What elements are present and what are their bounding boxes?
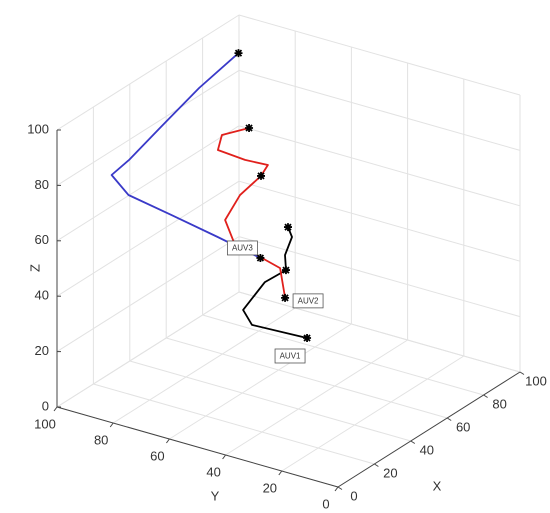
grid-line [238, 69, 521, 151]
y-tick [222, 454, 227, 460]
y-tick [278, 470, 283, 476]
x-tick-label: 20 [383, 465, 397, 480]
x-tick [446, 417, 452, 421]
grid-line [238, 291, 521, 373]
grid-line [93, 383, 375, 465]
series-label: AUV2 [298, 296, 319, 305]
grid-line [56, 125, 240, 242]
point-marker [257, 171, 266, 180]
grid-line [166, 337, 448, 419]
z-tick-label: 40 [35, 288, 49, 303]
label-box [226, 240, 258, 256]
series-label: AUV3 [232, 244, 253, 253]
x-tick [483, 394, 488, 398]
y-tick-label: 0 [322, 496, 329, 511]
x-tick [519, 371, 525, 375]
y-axis-label: Y [211, 488, 220, 503]
z-tick-label: 60 [35, 232, 49, 247]
point-marker [283, 223, 292, 232]
grid-line [238, 14, 521, 96]
x-tick-label: 80 [492, 396, 506, 411]
y-tick-label: 20 [263, 480, 277, 495]
y-axis [56, 406, 339, 488]
point-marker [303, 333, 312, 342]
grid-line [56, 69, 240, 186]
x-axis-label: X [433, 478, 442, 493]
grid-line [238, 125, 521, 207]
y-tick-label: 40 [206, 464, 220, 479]
grid-line [281, 355, 465, 472]
grid-line [202, 314, 484, 396]
y-tick-label: 60 [150, 448, 164, 463]
point-marker [245, 124, 254, 133]
z-tick-label: 0 [42, 398, 49, 413]
point-marker [256, 253, 265, 262]
point-marker [281, 266, 290, 275]
grid-line [56, 180, 240, 297]
trajectory [242, 226, 308, 339]
grid-line [56, 236, 240, 353]
grid-line [56, 291, 240, 408]
z-tick-label: 80 [35, 177, 49, 192]
y-tick-label: 80 [94, 432, 108, 447]
x-tick-label: 0 [350, 488, 357, 503]
grid-line [238, 180, 521, 262]
z-axis-label: Z [27, 264, 42, 272]
grid-line [169, 323, 352, 440]
x-tick-label: 100 [525, 373, 547, 388]
grid-line [238, 236, 521, 318]
trajectory [110, 52, 261, 259]
x-axis [337, 371, 521, 488]
point-marker [281, 293, 290, 302]
y-tick-label: 100 [34, 416, 56, 431]
point-marker [234, 49, 243, 58]
grid-line [129, 360, 411, 442]
y-tick [53, 406, 58, 412]
z-tick-label: 100 [27, 121, 49, 136]
y-tick [109, 422, 114, 428]
x-tick [374, 463, 379, 467]
grid-line [225, 339, 408, 456]
series-label: AUV1 [280, 352, 301, 361]
x-tick [337, 486, 343, 490]
trajectory [217, 127, 286, 299]
grid-line [56, 14, 240, 131]
y-tick [165, 438, 170, 444]
x-tick-label: 60 [456, 419, 470, 434]
grid-line [112, 307, 296, 424]
label-box [292, 293, 324, 309]
label-box [274, 348, 306, 364]
x-tick-label: 40 [420, 442, 434, 457]
y-tick [334, 486, 339, 492]
x-tick [410, 440, 416, 444]
z-tick-label: 20 [35, 343, 49, 358]
